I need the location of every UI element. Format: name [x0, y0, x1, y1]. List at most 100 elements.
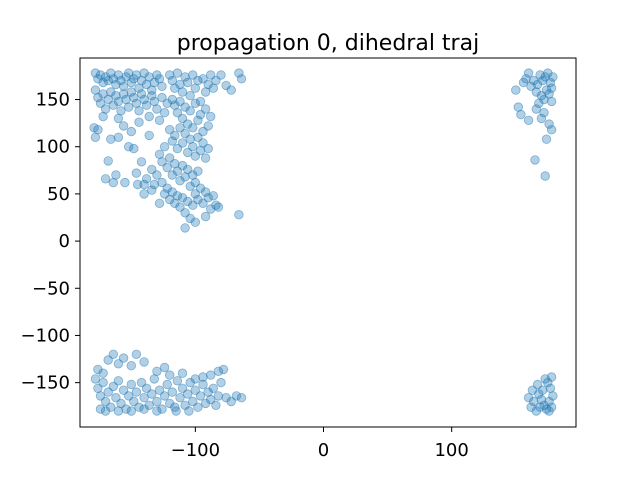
data-point	[90, 68, 101, 78]
data-point	[139, 393, 149, 403]
data-point	[203, 387, 213, 397]
data-point	[100, 406, 111, 416]
data-point	[205, 204, 216, 214]
data-point	[546, 372, 557, 382]
data-point	[236, 74, 247, 84]
data-point	[182, 119, 193, 129]
data-point	[177, 87, 188, 97]
data-point	[208, 383, 219, 394]
data-point	[175, 393, 185, 403]
data-point	[152, 366, 162, 377]
data-point	[234, 68, 244, 78]
data-point	[154, 149, 165, 160]
data-point	[106, 402, 116, 412]
data-point	[103, 75, 113, 86]
data-point	[200, 153, 211, 163]
data-point	[175, 175, 185, 186]
data-point	[193, 115, 203, 126]
data-point	[172, 191, 183, 201]
data-point	[216, 70, 226, 80]
data-point	[149, 179, 160, 190]
scatter-points	[89, 68, 558, 416]
data-point	[213, 366, 224, 377]
data-point	[100, 174, 111, 184]
y-tick-label: 50	[47, 184, 70, 205]
data-point	[134, 106, 144, 116]
data-point	[139, 179, 149, 190]
data-point	[177, 160, 188, 171]
data-point	[159, 391, 170, 401]
data-point	[203, 121, 213, 131]
data-point	[149, 77, 160, 88]
data-point	[171, 406, 181, 416]
chart-title: propagation 0, dihedral traj	[177, 31, 479, 56]
data-point	[126, 406, 137, 416]
data-point	[544, 406, 554, 416]
data-point	[180, 172, 190, 182]
data-point	[216, 377, 226, 388]
data-point	[170, 83, 180, 93]
data-point	[162, 162, 172, 173]
data-point	[126, 379, 137, 390]
data-point	[147, 185, 157, 195]
data-point	[185, 181, 195, 192]
data-point	[198, 379, 208, 390]
data-point	[152, 104, 162, 114]
data-point	[185, 134, 195, 144]
data-point	[170, 198, 180, 209]
data-point	[185, 90, 195, 101]
data-point	[226, 85, 236, 95]
plot-area-frame	[79, 57, 577, 428]
data-point	[159, 362, 170, 373]
data-point	[544, 119, 554, 129]
data-point	[546, 96, 557, 107]
data-point	[536, 394, 547, 405]
data-point	[200, 398, 211, 409]
data-point	[90, 85, 101, 95]
y-tick-label: 150	[36, 90, 70, 111]
data-point	[177, 368, 188, 378]
data-point	[106, 87, 116, 97]
data-point	[159, 107, 170, 118]
data-point	[154, 198, 165, 209]
x-tick-label: −100	[171, 440, 220, 461]
data-point	[120, 177, 130, 188]
data-point	[545, 77, 556, 88]
data-point	[100, 104, 111, 114]
data-point	[518, 77, 529, 88]
data-point	[93, 92, 103, 103]
data-point	[164, 398, 175, 409]
data-point	[211, 400, 221, 411]
data-point	[539, 107, 549, 118]
data-point	[162, 98, 172, 109]
data-point	[190, 98, 201, 109]
data-point	[205, 111, 216, 122]
data-point	[164, 370, 175, 380]
data-point	[139, 404, 149, 414]
data-point	[106, 134, 116, 144]
data-point	[106, 68, 116, 78]
data-point	[195, 96, 206, 107]
data-point	[103, 156, 113, 166]
y-tick-label: 100	[36, 137, 70, 158]
data-point	[529, 75, 539, 86]
data-point	[123, 102, 134, 112]
data-point	[548, 72, 558, 82]
data-point	[193, 166, 203, 176]
data-point	[203, 143, 213, 154]
data-point	[200, 187, 211, 197]
y-tick-label: −50	[32, 278, 70, 299]
data-point	[113, 132, 124, 143]
data-point	[159, 141, 170, 152]
data-point	[139, 94, 149, 105]
data-point	[147, 389, 157, 399]
data-point	[90, 374, 101, 384]
data-point	[523, 68, 534, 78]
data-point	[131, 387, 142, 397]
data-point	[132, 179, 143, 190]
data-point	[523, 393, 534, 403]
data-point	[93, 364, 103, 375]
data-point	[118, 353, 129, 363]
data-point	[516, 109, 526, 120]
